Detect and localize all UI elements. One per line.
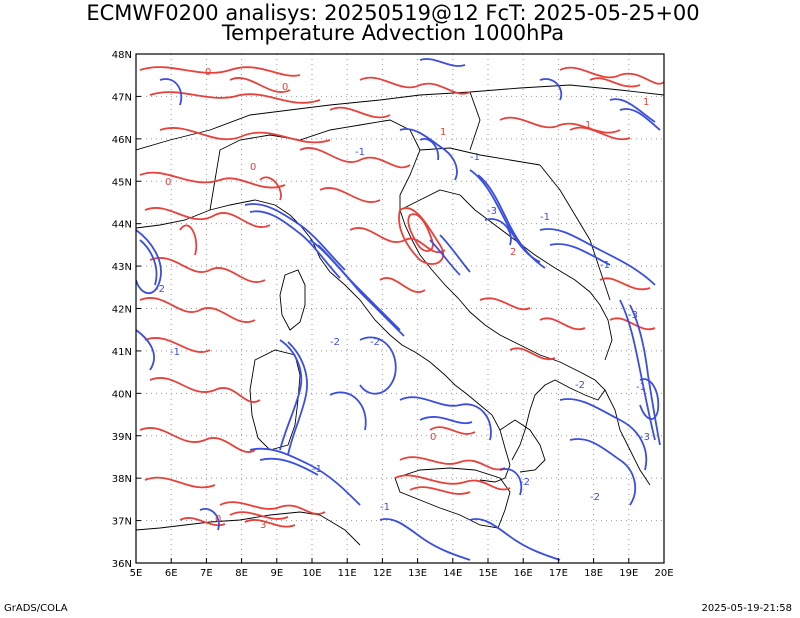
svg-text:-2: -2 (370, 337, 380, 348)
x-tick-label: 8E (235, 568, 248, 579)
y-tick-label: 45N (112, 177, 132, 188)
map-grid (136, 54, 664, 563)
x-tick-label: 5E (130, 568, 143, 579)
svg-text:-3: -3 (487, 206, 497, 217)
map-axes: 5E 6E 7E 8E 9E 10E 11E 12E 13E 14E 15E 16E 17E 18E 19E… (112, 50, 674, 579)
svg-text:-1: -1 (380, 502, 390, 513)
x-tick-label: 19E (619, 568, 638, 579)
svg-text:2: 2 (510, 247, 516, 258)
svg-text:1: 1 (643, 97, 649, 108)
x-tick-label: 16E (514, 568, 533, 579)
coastline (136, 84, 664, 546)
x-tick-label: 12E (373, 568, 392, 579)
svg-text:0: 0 (250, 162, 256, 173)
svg-text:0: 0 (165, 177, 171, 188)
x-tick-label: 15E (478, 568, 497, 579)
y-tick-label: 40N (112, 389, 132, 400)
y-tick-label: 38N (112, 474, 132, 485)
svg-text:-1: -1 (636, 382, 646, 393)
y-tick-label: 36N (112, 559, 132, 570)
svg-text:1: 1 (440, 127, 446, 138)
y-tick-label: 48N (112, 50, 132, 61)
svg-text:-2: -2 (330, 337, 340, 348)
svg-text:-3: -3 (628, 310, 638, 321)
x-tick-label: 20E (654, 568, 673, 579)
svg-text:-2: -2 (155, 284, 165, 295)
svg-text:-1: -1 (170, 347, 180, 358)
svg-text:0: 0 (430, 432, 436, 443)
y-tick-label: 44N (112, 220, 132, 231)
svg-text:-1: -1 (470, 152, 480, 163)
svg-text:-1: -1 (312, 464, 322, 475)
svg-text:0: 0 (205, 67, 211, 78)
x-tick-label: 7E (200, 568, 213, 579)
svg-text:-3: -3 (640, 432, 650, 443)
x-tick-label: 18E (584, 568, 603, 579)
svg-text:-2: -2 (520, 477, 530, 488)
svg-text:-1: -1 (600, 260, 610, 271)
negative-contours (136, 58, 661, 561)
footer-timestamp: 2025-05-19-21:58 (701, 603, 792, 614)
x-tick-label: 14E (443, 568, 462, 579)
y-tick-label: 41N (112, 347, 132, 358)
positive-contours (139, 66, 664, 528)
x-tick-label: 9E (270, 568, 283, 579)
svg-text:3: 3 (260, 520, 266, 531)
x-tick-label: 10E (302, 568, 321, 579)
title-line-1: ECMWF0200 analisys: 20250519@12 FcT: 202… (86, 1, 700, 25)
title-line-2: Temperature Advection 1000hPa (221, 21, 565, 45)
y-tick-label: 43N (112, 262, 132, 273)
y-tick-label: 42N (112, 305, 132, 316)
y-tick-label: 47N (112, 92, 132, 103)
svg-text:0: 0 (215, 514, 221, 525)
svg-text:0: 0 (282, 82, 288, 93)
x-tick-label: 13E (408, 568, 427, 579)
y-tick-label: 37N (112, 517, 132, 528)
y-tick-label: 46N (112, 135, 132, 146)
footer-left-label: GrADS/COLA (4, 603, 68, 614)
x-tick-label: 11E (338, 568, 357, 579)
contour-labels: 0 0 0 1 2 -2 -2 -1 -2 -1 -1 -3 -1 -1 -3 … (155, 67, 650, 531)
y-tick-label: 39N (112, 432, 132, 443)
svg-text:1: 1 (585, 120, 591, 131)
svg-text:-2: -2 (590, 492, 600, 503)
svg-text:-1: -1 (540, 212, 550, 223)
x-tick-label: 6E (165, 568, 178, 579)
svg-text:-1: -1 (355, 147, 365, 158)
svg-text:-2: -2 (575, 380, 585, 391)
x-tick-label: 17E (549, 568, 568, 579)
